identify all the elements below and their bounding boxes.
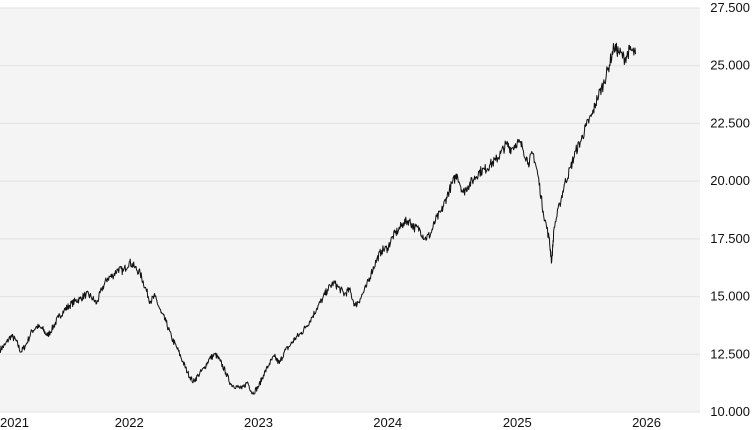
y-axis-tick-labels: 10.000 12.500 15.000 17.500 20.000 22.500 25.0… [710,0,750,419]
x-tick-label: 2021 [0,415,29,430]
y-tick-label: 10.000 [710,404,750,419]
y-tick-label: 15.000 [710,289,750,304]
x-tick-label: 2023 [244,415,273,430]
series-layer [0,42,637,395]
x-tick-label: 2025 [503,415,532,430]
y-tick-label: 25.000 [710,58,750,73]
x-tick-label: 2022 [115,415,144,430]
y-tick-label: 20.000 [710,173,750,188]
grid-lines [0,7,700,413]
y-tick-label: 12.500 [710,346,750,361]
x-tick-label: 2026 [632,415,661,430]
x-tick-label: 2024 [373,415,402,430]
y-tick-label: 22.500 [710,115,750,130]
y-tick-label: 17.500 [710,231,750,246]
y-tick-label: 27.500 [710,0,750,15]
plot-background [0,8,700,412]
series-line [0,42,637,395]
x-axis-tick-labels: 2021 2022 2023 2024 2025 2026 [0,415,661,430]
